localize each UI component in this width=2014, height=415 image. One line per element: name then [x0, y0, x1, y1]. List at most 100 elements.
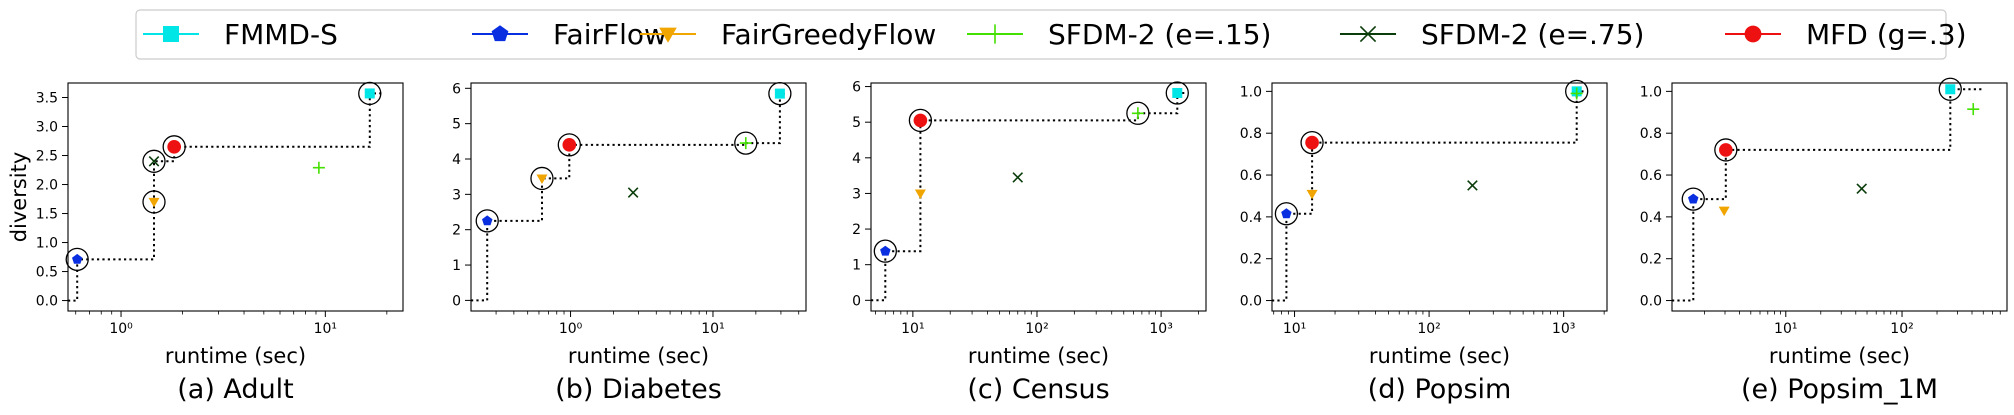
pareto-ring [1126, 101, 1150, 125]
point-mfd-g-3 [1719, 143, 1733, 157]
legend-label: MFD (g=.3) [1806, 18, 1967, 51]
pareto-frontier [871, 92, 1187, 302]
panel-caption: (c) Census [967, 374, 1109, 405]
x-tick-label: 10¹ [1283, 321, 1306, 337]
y-tick-label: 0 [852, 293, 861, 309]
panel-1: 10⁰ 10¹ 0.0 0.5 1.0 1.5 2.0 2.5 3.0 3.5 runtime (s… [7, 81, 404, 405]
pareto-ring [734, 131, 758, 155]
y-tick-label: 4 [452, 152, 461, 168]
x-axis-label: runtime (sec) [568, 344, 709, 368]
legend-item-mfd-g-3: MFD (g=.3) [1725, 18, 1967, 51]
pareto-ring [1938, 77, 1962, 101]
point-mfd-g-3 [913, 113, 928, 128]
pareto-frontier [1272, 90, 1585, 302]
point-sfdm-2-e-75 [627, 187, 639, 198]
y-tick-label: 1.5 [36, 207, 58, 223]
y-tick-label: 4 [852, 151, 861, 167]
legend-marker [659, 27, 677, 43]
y-tick-label: 0.4 [1240, 210, 1262, 226]
y-tick-label: 0.6 [1240, 168, 1262, 184]
y-tick-label: 0.6 [1640, 168, 1662, 184]
pareto-frontier [68, 92, 385, 302]
pareto-ring [1300, 130, 1324, 155]
y-tick-label: 2 [852, 222, 861, 238]
pareto-ring [475, 209, 499, 233]
y-tick-label: 2 [452, 223, 461, 239]
point-fmmd-s [1172, 87, 1183, 98]
pareto-ring [557, 133, 581, 157]
point-fmmd-s [364, 88, 375, 99]
x-axis-label: runtime (sec) [968, 344, 1109, 368]
y-tick-label: 0.0 [36, 294, 58, 310]
panel-caption: (b) Diabetes [555, 374, 722, 405]
y-tick-label: 2.5 [36, 149, 58, 165]
x-tick-label: 10² [1417, 321, 1440, 337]
pareto-ring [1165, 81, 1189, 105]
legend-frame [135, 9, 1947, 60]
legend: FMMD-S FairFlow FairGreedyFlow SFDM-2 (e=.1… [135, 9, 1967, 60]
x-tick-label: 10¹ [701, 321, 724, 337]
axes-frame [1271, 82, 1608, 312]
x-tick-label: 10² [1025, 321, 1048, 337]
pareto-ring [530, 166, 554, 191]
y-tick-label: 2.0 [36, 178, 58, 194]
point-fairflow [880, 245, 891, 256]
panel-3: 10¹ 10² 10³ 0 1 2 3 4 5 6 runtime (sec) (c) Census [852, 80, 1207, 405]
pareto-ring [142, 149, 166, 173]
y-tick-label: 0 [452, 293, 461, 309]
x-tick-label: 10¹ [1774, 321, 1797, 337]
y-tick-label: 6 [452, 81, 461, 97]
point-fmmd-s [774, 88, 785, 99]
legend-marker [491, 25, 509, 42]
point-fairflow [482, 215, 493, 226]
x-axis-label: runtime (sec) [1769, 344, 1910, 368]
x-tick-label: 10⁰ [109, 321, 133, 337]
y-axis-label: diversity [7, 152, 31, 243]
panel-4: 10¹ 10² 10³ 0.0 0.2 0.4 0.6 0.8 1.0 runtime (sec)… [1240, 79, 1608, 405]
point-fairgreedyflow [914, 189, 926, 199]
point-sfdm-2-e-15 [1967, 103, 1980, 116]
point-fairflow [1688, 193, 1699, 204]
legend-item-sfdm-2-e-15: SFDM-2 (e=.15) [967, 18, 1271, 51]
x-tick-label: 10³ [1149, 321, 1172, 337]
y-tick-label: 3 [852, 186, 861, 202]
panel-5: 10¹ 10² 0.0 0.2 0.4 0.6 0.8 1.0 runtime (sec) (e)… [1640, 77, 2008, 405]
legend-label: SFDM-2 (e=.15) [1048, 18, 1271, 51]
legend-marker [1359, 25, 1377, 43]
pareto-ring [162, 135, 186, 159]
axes-frame [67, 82, 404, 312]
panel-caption: (e) Popsim_1M [1741, 374, 1938, 405]
point-fmmd-s [1945, 84, 1956, 95]
x-tick-label: 10¹ [901, 321, 924, 337]
x-tick-label: 10⁰ [559, 321, 583, 337]
panel-caption: (d) Popsim [1368, 374, 1512, 405]
y-tick-label: 0.2 [1240, 252, 1262, 268]
legend-label: SFDM-2 (e=.75) [1421, 18, 1644, 51]
point-fairflow [72, 253, 83, 264]
point-sfdm-2-e-75 [1467, 180, 1478, 191]
pareto-ring [873, 239, 897, 263]
pareto-ring [1681, 187, 1705, 211]
x-tick-label: 10³ [1552, 321, 1575, 337]
y-tick-label: 0.0 [1240, 294, 1262, 310]
axes-frame [1671, 82, 2008, 312]
axes-frame [470, 82, 807, 312]
point-sfdm-2-e-15 [312, 161, 325, 174]
point-fairgreedyflow [148, 197, 160, 208]
y-tick-label: 1.0 [1640, 84, 1662, 100]
point-fairgreedyflow [536, 174, 548, 184]
pareto-ring [358, 81, 382, 106]
point-mfd-g-3 [167, 139, 181, 154]
y-tick-label: 5 [452, 117, 461, 133]
panel-caption: (a) Adult [177, 374, 294, 405]
point-fairgreedyflow [1306, 189, 1318, 200]
y-tick-label: 0.8 [1640, 126, 1662, 142]
legend-label: FairGreedyFlow [721, 18, 936, 51]
y-tick-label: 3.5 [36, 91, 58, 107]
x-tick-label: 10¹ [314, 321, 337, 337]
point-sfdm-2-e-15 [1570, 87, 1583, 100]
point-mfd-g-3 [1305, 135, 1319, 150]
y-tick-label: 1.0 [36, 236, 58, 252]
x-axis-label: runtime (sec) [165, 344, 306, 368]
